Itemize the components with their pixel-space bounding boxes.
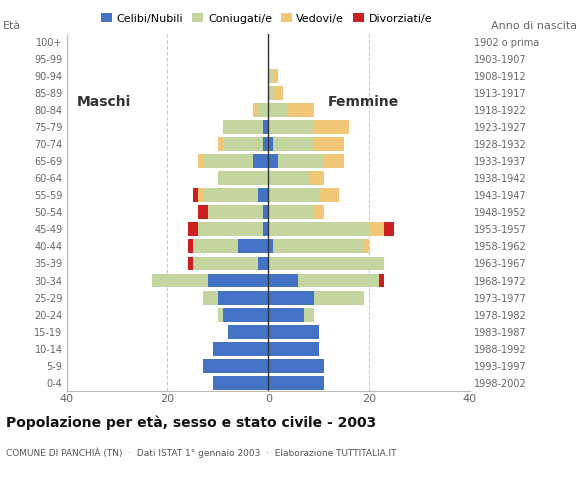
Bar xyxy=(314,205,324,219)
Bar xyxy=(384,222,394,237)
Bar xyxy=(263,120,268,134)
Text: Maschi: Maschi xyxy=(77,95,131,108)
Bar xyxy=(203,155,253,168)
Bar xyxy=(198,155,203,168)
Bar xyxy=(369,222,384,237)
Bar xyxy=(193,256,258,270)
Bar xyxy=(268,171,309,185)
Bar xyxy=(268,274,299,288)
Bar xyxy=(193,240,238,253)
Bar xyxy=(379,274,384,288)
Bar xyxy=(268,290,314,304)
Bar xyxy=(314,137,344,151)
Bar xyxy=(188,222,198,237)
Bar xyxy=(223,137,263,151)
Bar xyxy=(273,137,314,151)
Bar xyxy=(203,188,258,203)
Bar xyxy=(268,324,318,338)
Bar xyxy=(268,188,318,203)
Bar xyxy=(268,222,369,237)
Bar xyxy=(263,205,268,219)
Bar xyxy=(218,290,268,304)
Bar xyxy=(228,324,268,338)
Bar xyxy=(258,188,268,203)
Bar xyxy=(198,205,208,219)
Bar xyxy=(263,222,268,237)
Text: Anno di nascita: Anno di nascita xyxy=(491,21,577,31)
Bar xyxy=(268,240,273,253)
Bar xyxy=(314,290,364,304)
Bar xyxy=(268,342,318,356)
Bar xyxy=(218,137,223,151)
Bar xyxy=(238,240,268,253)
Legend: Celibi/Nubili, Coniugati/e, Vedovi/e, Divorziati/e: Celibi/Nubili, Coniugati/e, Vedovi/e, Di… xyxy=(97,9,437,28)
Bar xyxy=(218,308,223,322)
Bar xyxy=(223,120,263,134)
Text: Femmine: Femmine xyxy=(328,95,399,108)
Bar xyxy=(213,376,268,390)
Bar xyxy=(278,155,324,168)
Bar xyxy=(198,188,203,203)
Bar xyxy=(268,69,273,83)
Bar xyxy=(263,137,268,151)
Bar xyxy=(273,69,278,83)
Bar xyxy=(364,240,369,253)
Bar xyxy=(268,256,384,270)
Text: COMUNE DI PANCHIÀ (TN)  ·  Dati ISTAT 1° gennaio 2003  ·  Elaborazione TUTTITALI: COMUNE DI PANCHIÀ (TN) · Dati ISTAT 1° g… xyxy=(6,447,396,458)
Bar xyxy=(268,155,278,168)
Bar xyxy=(268,205,314,219)
Bar xyxy=(253,155,268,168)
Bar xyxy=(299,274,379,288)
Bar xyxy=(258,256,268,270)
Bar xyxy=(153,274,208,288)
Bar xyxy=(268,308,303,322)
Bar xyxy=(324,155,344,168)
Text: Età: Età xyxy=(3,21,21,31)
Bar xyxy=(268,86,273,100)
Bar xyxy=(258,103,268,117)
Bar xyxy=(273,86,284,100)
Bar xyxy=(208,205,263,219)
Bar xyxy=(309,171,324,185)
Bar xyxy=(223,308,268,322)
Bar xyxy=(193,188,198,203)
Bar xyxy=(213,342,268,356)
Bar xyxy=(188,256,193,270)
Bar xyxy=(314,120,349,134)
Bar xyxy=(268,376,324,390)
Bar xyxy=(268,120,314,134)
Bar xyxy=(288,103,314,117)
Bar xyxy=(203,359,268,372)
Bar xyxy=(318,188,339,203)
Bar xyxy=(188,240,193,253)
Bar xyxy=(268,137,273,151)
Bar xyxy=(208,274,268,288)
Bar xyxy=(268,359,324,372)
Bar xyxy=(203,290,218,304)
Bar xyxy=(253,103,258,117)
Bar xyxy=(303,308,314,322)
Bar xyxy=(268,103,288,117)
Text: Popolazione per età, sesso e stato civile - 2003: Popolazione per età, sesso e stato civil… xyxy=(6,415,376,430)
Bar xyxy=(198,222,263,237)
Bar xyxy=(273,240,364,253)
Bar xyxy=(218,171,268,185)
